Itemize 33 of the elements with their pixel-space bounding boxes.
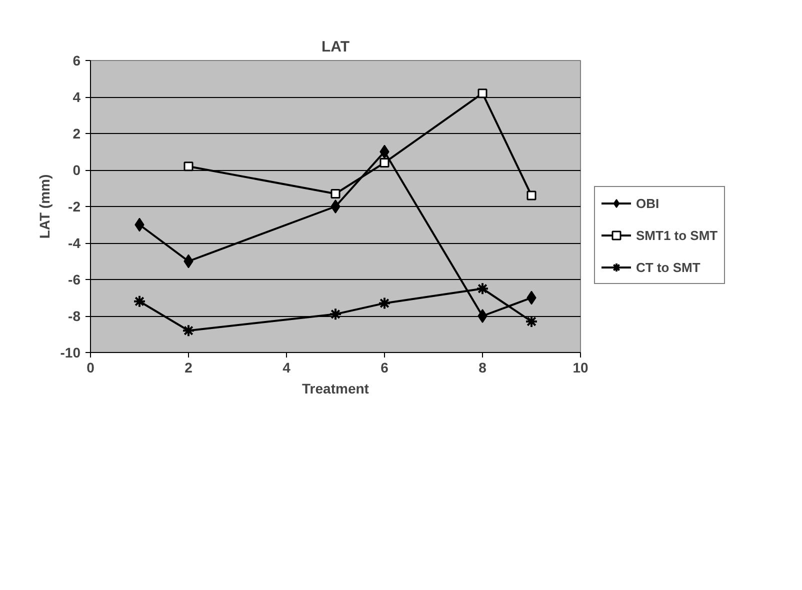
x-tick-label: 6 [380,360,389,376]
legend-label: CT to SMT [636,260,700,274]
y-axis-title: LAT (mm) [36,174,52,239]
point [184,162,194,172]
y-tick-label: 6 [72,52,81,68]
y-tick-label: -10 [60,344,81,360]
y-tick-label: 0 [72,162,81,178]
y-tick-label: 2 [72,126,81,142]
point [380,158,390,168]
y-tick-label: -6 [68,272,81,288]
x-tick-label: 8 [478,360,487,376]
x-tick-label: 4 [282,360,291,376]
point [478,309,488,323]
point [478,88,488,98]
point [526,190,536,200]
legend-label: SMT1 to SMT [636,228,718,242]
point [330,200,340,214]
x-tick-label: 2 [184,360,193,376]
x-tick-label: 10 [572,360,588,376]
point [476,282,489,296]
point [182,324,195,338]
x-tick-label: 0 [86,360,95,376]
point [133,294,146,308]
point [329,308,342,321]
legend-label: OBI [636,196,660,210]
chart-title: LAT [321,38,350,56]
y-tick-label: -4 [68,235,81,251]
y-tick-label: -8 [68,308,81,324]
point [330,188,340,198]
y-tick-label: 4 [72,89,81,105]
y-tick-label: -2 [68,198,81,214]
point [378,296,391,310]
x-axis-title: Treatment [302,380,370,396]
